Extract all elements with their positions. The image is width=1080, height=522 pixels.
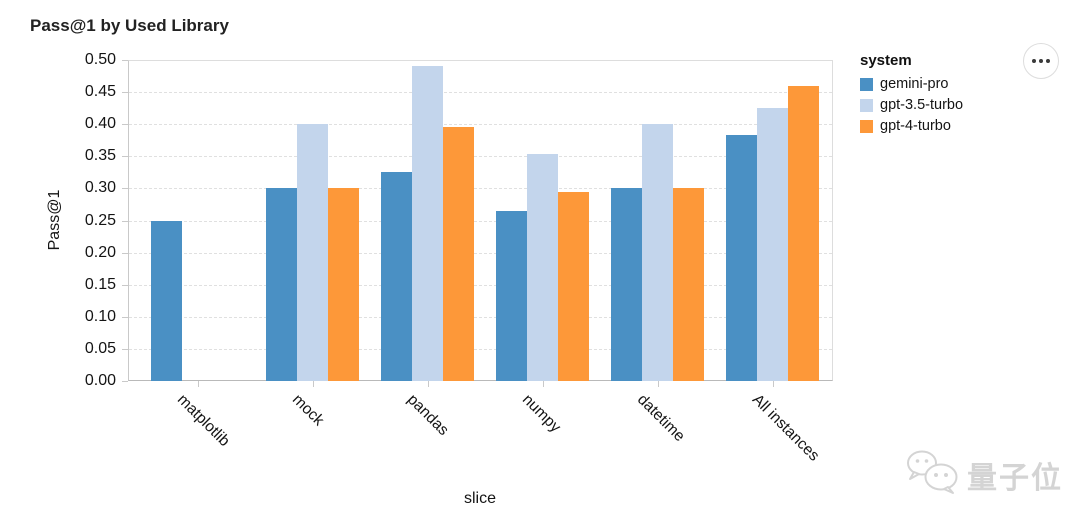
- watermark-text: 量子位: [967, 461, 1063, 495]
- bar-gemini-pro: [381, 172, 412, 381]
- x-tick-mark: [197, 381, 199, 387]
- legend-swatch: [860, 77, 873, 91]
- y-tick-mark: [122, 284, 128, 286]
- y-gridline: [129, 284, 832, 286]
- bar-gpt-3.5-turbo: [412, 66, 443, 381]
- x-tick-label: All instances: [748, 391, 823, 465]
- legend-item-gpt-4-turbo: gpt-4-turbo: [860, 118, 963, 134]
- x-tick-mark: [772, 381, 774, 387]
- y-tick-label: 0.10: [84, 307, 116, 325]
- bar-gemini-pro: [496, 210, 527, 381]
- bar-gpt-4-turbo: [558, 191, 589, 381]
- y-tick-mark: [122, 60, 128, 61]
- bar-gpt-4-turbo: [443, 127, 474, 381]
- legend-label: gpt-4-turbo: [880, 118, 951, 134]
- bar-gpt-3.5-turbo: [757, 108, 788, 381]
- legend: system gemini-pro gpt-3.5-turbo gpt-4-turb…: [860, 52, 963, 139]
- bar-gpt-4-turbo: [673, 188, 704, 381]
- bar-gpt-4-turbo: [788, 85, 819, 381]
- y-tick-label: 0.50: [84, 51, 116, 68]
- legend-label: gpt-3.5-turbo: [880, 97, 964, 113]
- bar-gpt-4-turbo: [328, 188, 359, 381]
- x-tick-mark: [312, 381, 314, 387]
- bar-gpt-3.5-turbo: [642, 124, 673, 381]
- y-tick-mark: [122, 156, 128, 158]
- bar-gemini-pro: [611, 188, 642, 381]
- y-tick-mark: [122, 188, 128, 190]
- options-menu-button[interactable]: [1023, 43, 1059, 79]
- ellipsis-icon: [1032, 59, 1050, 63]
- x-tick-label: datetime: [633, 391, 688, 446]
- y-tick-label: 0.35: [84, 147, 116, 165]
- legend-title: system: [860, 52, 912, 69]
- y-gridline: [129, 188, 832, 190]
- y-tick-label: 0.05: [84, 339, 116, 357]
- legend-swatch: [860, 119, 873, 133]
- y-tick-mark: [122, 92, 128, 94]
- y-axis-title: Pass@1: [46, 189, 63, 251]
- watermark: 量子位: [903, 448, 1063, 501]
- x-tick-label: numpy: [518, 391, 564, 436]
- y-tick-label: 0.45: [84, 83, 116, 101]
- legend-items: gemini-pro gpt-3.5-turbo gpt-4-turbo: [860, 76, 963, 134]
- y-gridline: [129, 92, 832, 94]
- x-tick-label: pandas: [403, 391, 452, 439]
- y-gridline: [129, 348, 832, 350]
- y-tick-mark: [122, 381, 128, 382]
- wechat-logo-icon: [903, 448, 961, 501]
- bar-gemini-pro: [266, 188, 297, 381]
- bar-gpt-3.5-turbo: [527, 154, 558, 381]
- legend-label: gemini-pro: [880, 76, 949, 92]
- x-tick-mark: [542, 381, 544, 387]
- x-tick-label: mock: [288, 391, 327, 430]
- y-gridline: [129, 220, 832, 222]
- y-tick-label: 0.30: [84, 179, 116, 197]
- x-tick-label: matplotlib: [173, 391, 233, 450]
- legend-item-gpt-3.5-turbo: gpt-3.5-turbo: [860, 97, 963, 113]
- bar-gemini-pro: [151, 220, 182, 381]
- y-tick-mark: [122, 220, 128, 222]
- y-gridline: [129, 156, 832, 158]
- y-gridline: [129, 124, 832, 126]
- bar-gpt-3.5-turbo: [297, 124, 328, 381]
- y-tick-mark: [122, 124, 128, 126]
- legend-swatch: [860, 98, 873, 112]
- y-tick-mark: [122, 252, 128, 254]
- x-tick-mark: [427, 381, 429, 387]
- y-tick-mark: [122, 316, 128, 318]
- y-tick-label: 0.25: [84, 211, 116, 229]
- legend-item-gemini-pro: gemini-pro: [860, 76, 963, 92]
- y-tick-label: 0.00: [84, 372, 116, 389]
- y-tick-label: 0.20: [84, 243, 116, 261]
- x-axis-title: slice: [463, 490, 497, 507]
- bar-gemini-pro: [726, 135, 757, 381]
- y-tick-label: 0.40: [84, 115, 116, 133]
- y-tick-label: 0.15: [84, 275, 116, 293]
- y-tick-mark: [122, 348, 128, 350]
- y-gridline: [129, 316, 832, 318]
- x-tick-mark: [657, 381, 659, 387]
- chart-title: Pass@1 by Used Library: [30, 16, 229, 35]
- y-gridline: [129, 252, 832, 254]
